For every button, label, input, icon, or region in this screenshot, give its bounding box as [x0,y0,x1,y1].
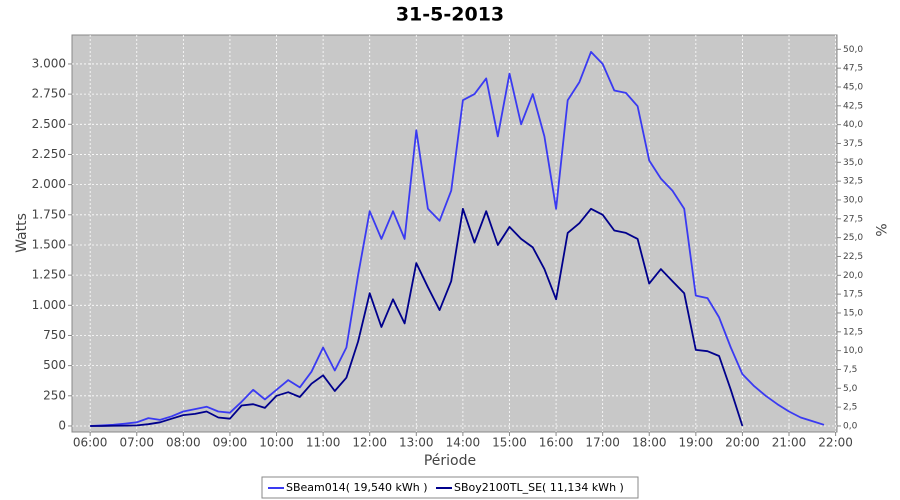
y2-tick-label: 17,5 [843,290,863,300]
x-tick-label: 22:00 [818,436,853,450]
y2-tick-label: 12,5 [843,327,863,337]
x-tick-label: 10:00 [259,436,294,450]
y2-axis-label: % [872,223,888,236]
y2-tick-label: 40,0 [843,120,863,130]
y-tick-label: 1.250 [32,268,66,282]
y2-tick-label: 37,5 [843,139,863,149]
y2-tick-label: 47,5 [843,64,863,74]
data-line [90,207,744,427]
y-tick-label: 500 [43,358,66,372]
y2-tick-label: 7,5 [843,365,857,375]
x-tick-label: 15:00 [492,436,527,450]
y2-tick-label: 0,0 [843,421,858,431]
x-tick-label: 07:00 [119,436,154,450]
data-line [90,51,825,427]
x-tick-label: 20:00 [725,436,760,450]
y2-tick-label: 22,5 [843,252,863,262]
x-tick-label: 14:00 [446,436,481,450]
y2-tick-label: 42,5 [843,101,863,111]
legend-label: SBeam014( 19,540 kWh ) [286,481,428,494]
y-tick-label: 3.000 [32,56,66,70]
y2-tick-label: 30,0 [843,195,863,205]
x-tick-label: 09:00 [213,436,248,450]
y2-tick-label: 27,5 [843,214,863,224]
y2-tick-label: 32,5 [843,177,863,187]
x-tick-label: 19:00 [679,436,714,450]
x-tick-label: 16:00 [539,436,574,450]
y-tick-label: 250 [43,388,66,402]
y2-tick-label: 15,0 [843,308,863,318]
y-tick-label: 2.250 [32,147,66,161]
y-tick-label: 1.750 [32,207,66,221]
y2-tick-label: 45,0 [843,82,863,92]
y-tick-label: 2.000 [32,177,66,191]
y-tick-label: 0 [58,418,66,432]
y2-tick-label: 10,0 [843,346,863,356]
x-tick-label: 21:00 [772,436,807,450]
x-tick-label: 17:00 [585,436,620,450]
y2-tick-label: 35,0 [843,158,863,168]
y-tick-label: 750 [43,328,66,342]
chart-title: 31-5-2013 [396,4,504,26]
y2-tick-label: 20,0 [843,271,863,281]
x-tick-label: 18:00 [632,436,667,450]
y2-tick-label: 2,5 [843,403,857,413]
legend-label: SBoy2100TL_SE( 11,134 kWh ) [454,481,624,494]
x-tick-label: 13:00 [399,436,434,450]
y-tick-label: 1.500 [32,237,66,251]
plot-area [71,34,838,433]
x-axis-label: Période [424,453,476,469]
x-tick-label: 08:00 [166,436,201,450]
y-tick-label: 2.500 [32,117,66,131]
y-tick-label: 1.000 [32,298,66,312]
x-tick-label: 06:00 [73,436,108,450]
y-tick-label: 2.750 [32,87,66,101]
y2-tick-label: 50,0 [843,45,863,55]
x-tick-label: 11:00 [306,436,341,450]
y-axis-label: Watts [14,213,30,253]
y2-tick-label: 5,0 [843,384,858,394]
y2-tick-label: 25,0 [843,233,863,243]
x-tick-label: 12:00 [352,436,387,450]
